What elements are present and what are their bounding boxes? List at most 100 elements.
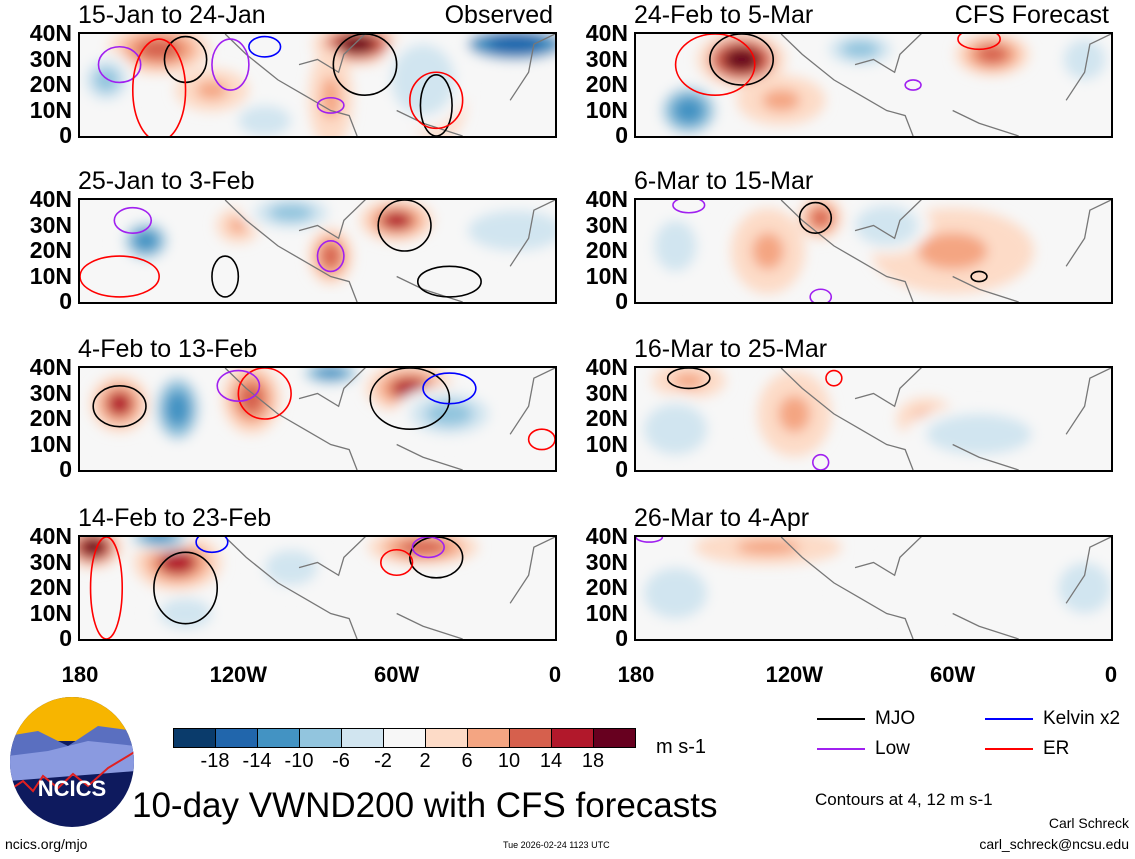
colorbar-label: 2 [419,750,431,772]
mjo-contour [369,368,451,430]
panel-title: 25-Jan to 3-Feb [78,167,255,195]
legend-mjo: MJO [817,708,915,730]
anomaly-shading [158,550,197,575]
coastline [780,537,1111,639]
panel-title: 14-Feb to 23-Feb [78,504,272,532]
lat-tick-label: 30N [29,45,72,72]
panel-title: 24-Feb to 5-Mar [634,1,814,29]
panel-title: 15-Jan to 24-Jan [78,1,266,29]
coastline [780,34,1111,136]
legend-kelvin: Kelvin x2 [985,708,1120,730]
er-contour [89,537,124,639]
mjo-contour [409,537,464,579]
low-contour [809,288,833,302]
er-contour [131,38,187,136]
anomaly-shading [672,373,705,389]
lat-tick-label: 0 [615,625,628,651]
lat-tick-label: 40N [585,20,628,46]
colorbar-label: 10 [497,750,521,772]
anomaly-shading [917,232,988,270]
url-link[interactable]: ncics.org/mjo [5,836,88,852]
lat-tick-label: 30N [585,45,628,72]
lat-tick-label: 10N [29,262,72,289]
lon-tick-label: 60W [374,662,420,687]
coastline [224,368,555,470]
lat-tick-label: 40N [585,186,628,212]
anomaly-shading [321,243,341,269]
lat-tick-label: 30N [29,379,72,406]
map-panel [634,535,1113,641]
er-contour [674,34,756,96]
lat-tick-label: 0 [615,456,628,482]
lat-tick-label: 10N [585,599,628,626]
lat-tick-label: 10N [29,96,72,123]
low-contour [812,453,830,470]
lon-tick-label: 120W [765,662,824,687]
panel-title: 6-Mar to 15-Mar [634,167,814,195]
anomaly-shading [736,539,800,555]
panel-title: 16-Mar to 25-Mar [634,335,828,363]
er-contour [409,71,464,130]
email-link[interactable]: carl_schreck@ncsu.edu [979,836,1129,852]
mjo-contour [377,200,432,252]
mjo-contour [92,385,147,428]
anomaly-shading [486,35,544,54]
anomaly-shading [314,368,347,380]
anomaly-shading [762,89,801,112]
low-line-icon [817,748,865,750]
anomaly-shading [425,401,474,427]
low-contour [97,45,142,84]
panel-title: 26-Mar to 4-Apr [634,504,810,532]
kelvin-contour [248,35,282,58]
anomaly-shading [93,67,120,93]
low-contour [316,96,345,114]
er-line-icon [985,748,1033,750]
colorbar-label: 14 [539,750,563,772]
mjo-contour [419,74,453,136]
colorbar-units: m s-1 [656,736,706,758]
anomaly-shading [778,395,811,433]
low-contour [216,369,261,402]
legend-label: ER [1043,738,1070,759]
panel-tag: CFS Forecast [954,1,1109,29]
colorbar-swatch [342,729,384,747]
lat-tick-label: 10N [585,96,628,123]
logo-text: NCICS [38,776,106,801]
map-panel [78,366,557,472]
anomaly-shading [947,422,1011,447]
colorbar-label: 6 [461,750,473,772]
map-panel [634,32,1113,138]
anomaly-shading [662,230,689,262]
mjo-contour [709,34,775,86]
lat-tick-label: 10N [585,430,628,457]
anomaly-shading [841,40,880,59]
lat-tick-label: 0 [615,122,628,148]
anomaly-shading [228,217,248,234]
mjo-contour [666,368,711,390]
colorbar [173,728,636,748]
colorbar-swatch [174,729,216,747]
anomaly-shading [722,47,761,72]
lat-tick-label: 20N [585,405,628,431]
colorbar-swatch [594,729,635,747]
mjo-contour [970,270,988,283]
low-contour [411,537,445,559]
coastline [224,34,555,136]
lat-tick-label: 0 [59,288,72,314]
coastline [780,200,1111,302]
lon-tick-label: 0 [1104,662,1118,687]
map-panel [634,198,1113,304]
colorbar-swatch [216,729,258,747]
anomaly-shading [672,96,705,125]
anomaly-shading [1071,47,1098,72]
lat-tick-label: 20N [585,71,628,97]
legend-er: ER [985,738,1069,760]
figure-title: 10-day VWND200 with CFS forecasts [132,786,718,825]
anomaly-shading [169,604,202,623]
contour-note: Contours at 4, 12 m s-1 [815,790,993,809]
anomaly-shading [404,58,443,102]
colorbar-label: -2 [374,750,392,772]
anomaly-shading [80,538,106,557]
lat-tick-label: 20N [29,71,72,97]
anomaly-shading [164,390,191,428]
